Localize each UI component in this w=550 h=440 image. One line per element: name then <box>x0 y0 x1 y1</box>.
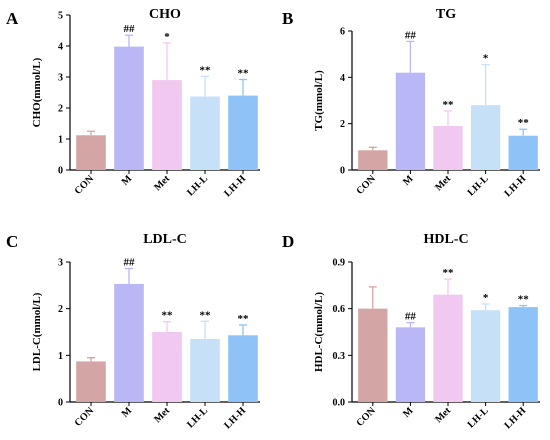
chart-panel-b: B TG TG(mmol/L) 0 2 4 6 CON ## M ** Met * LH-L ** LH-H <box>282 7 540 199</box>
y-axis-label: CHO(mmol/L) <box>31 57 43 127</box>
category-label-con: CON <box>73 173 97 197</box>
chart-title: HDL-C <box>423 232 468 247</box>
category-label-lh-h: LH-H <box>502 173 528 199</box>
category-label-m: M <box>120 173 135 188</box>
category-label-con: CON <box>73 405 97 429</box>
chart-panel-d: D HDL-C HDL-C(mmol/L) 0.0 0.3 0.6 0.9 CON ## M ** M… <box>282 232 540 431</box>
bar-lh-h <box>228 95 258 170</box>
category-label-m: M <box>120 405 135 420</box>
significance-label: ** <box>200 309 212 321</box>
category-label-m: M <box>401 173 416 188</box>
category-label-lh-h: LH-H <box>502 405 528 431</box>
bar-lh-h <box>508 307 538 402</box>
category-label-lh-l: LH-L <box>185 173 210 198</box>
chart-panel-c: C LDL-C LDL-C(mmol/L) 0 1 2 3 CON ## M ** Met ** LH-L… <box>6 232 260 431</box>
bar-lh-h <box>508 135 538 170</box>
category-label-met: Met <box>433 173 453 193</box>
y-tick-label: 0 <box>58 398 63 409</box>
y-tick-label: 0.3 <box>333 351 346 362</box>
significance-label: ** <box>518 117 530 129</box>
significance-label: ** <box>162 310 174 322</box>
y-tick-label: 0.9 <box>333 258 346 269</box>
significance-label: ** <box>443 267 455 279</box>
category-label-met: Met <box>152 173 172 193</box>
y-tick-label: 4 <box>340 73 345 84</box>
significance-label: * <box>483 292 489 304</box>
significance-label: * <box>164 31 170 43</box>
significance-label: ** <box>238 67 250 79</box>
chart-title: TG <box>436 7 456 22</box>
y-tick-label: 5 <box>58 11 63 22</box>
significance-label: ** <box>238 313 250 325</box>
y-tick-label: 4 <box>58 42 63 53</box>
category-label-lh-h: LH-H <box>222 173 248 199</box>
y-tick-label: 3 <box>58 258 63 269</box>
panel-letter: C <box>6 232 18 251</box>
bar-met <box>433 294 463 402</box>
bar-m <box>395 72 426 170</box>
significance-label: ** <box>518 294 530 306</box>
significance-label: ## <box>124 23 136 35</box>
bar-lh-h <box>228 335 258 402</box>
category-label-met: Met <box>433 405 453 425</box>
significance-label: ** <box>443 99 455 111</box>
y-tick-label: 2 <box>58 304 63 315</box>
bar-lh-l <box>470 105 501 170</box>
bar-con <box>76 361 106 402</box>
bar-met <box>433 125 463 170</box>
chart-title: LDL-C <box>143 232 187 247</box>
significance-label: ## <box>405 29 417 41</box>
y-tick-label: 0.6 <box>333 304 346 315</box>
bar-lh-l <box>190 339 220 402</box>
category-label-met: Met <box>152 405 172 425</box>
y-axis-label: TG(mmol/L) <box>313 70 325 131</box>
significance-label: ## <box>405 311 417 323</box>
chart-panel-a: A CHO CHO(mmol/L) 0 1 2 3 4 5 CON ## M * Met ** LH-L ** L… <box>6 7 260 199</box>
panel-letter: B <box>282 9 293 28</box>
category-label-lh-l: LH-L <box>466 173 491 198</box>
chart-title: CHO <box>149 7 181 22</box>
y-axis-label: LDL-C(mmol/L) <box>31 292 43 371</box>
bar-met <box>152 332 182 402</box>
y-tick-label: 0 <box>58 166 63 177</box>
significance-label: ** <box>200 64 212 76</box>
y-tick-label: 6 <box>340 27 345 38</box>
bar-lh-l <box>470 310 501 402</box>
category-label-con: CON <box>354 173 378 197</box>
category-label-lh-l: LH-L <box>466 405 491 430</box>
category-label-m: M <box>401 405 416 420</box>
bar-con <box>358 150 388 170</box>
y-tick-label: 3 <box>58 73 63 84</box>
y-axis-label: HDL-C(mmol/L) <box>313 292 325 372</box>
y-tick-label: 0 <box>340 166 345 177</box>
bar-met <box>152 80 182 170</box>
significance-label: * <box>483 53 489 65</box>
category-label-lh-h: LH-H <box>222 405 248 431</box>
panel-letter: D <box>282 232 294 251</box>
category-label-con: CON <box>354 405 378 429</box>
bar-con <box>76 135 106 170</box>
y-tick-label: 1 <box>58 135 63 146</box>
bar-con <box>358 308 388 402</box>
bar-lh-l <box>190 96 220 170</box>
category-label-lh-l: LH-L <box>185 405 210 430</box>
y-tick-label: 0.0 <box>333 398 346 409</box>
y-tick-label: 1 <box>58 351 63 362</box>
bar-m <box>114 46 144 171</box>
bar-m <box>395 327 426 402</box>
significance-label: ## <box>124 257 136 269</box>
y-tick-label: 2 <box>58 104 63 115</box>
y-tick-label: 2 <box>340 119 345 130</box>
panel-letter: A <box>6 9 19 28</box>
bar-m <box>114 283 144 402</box>
